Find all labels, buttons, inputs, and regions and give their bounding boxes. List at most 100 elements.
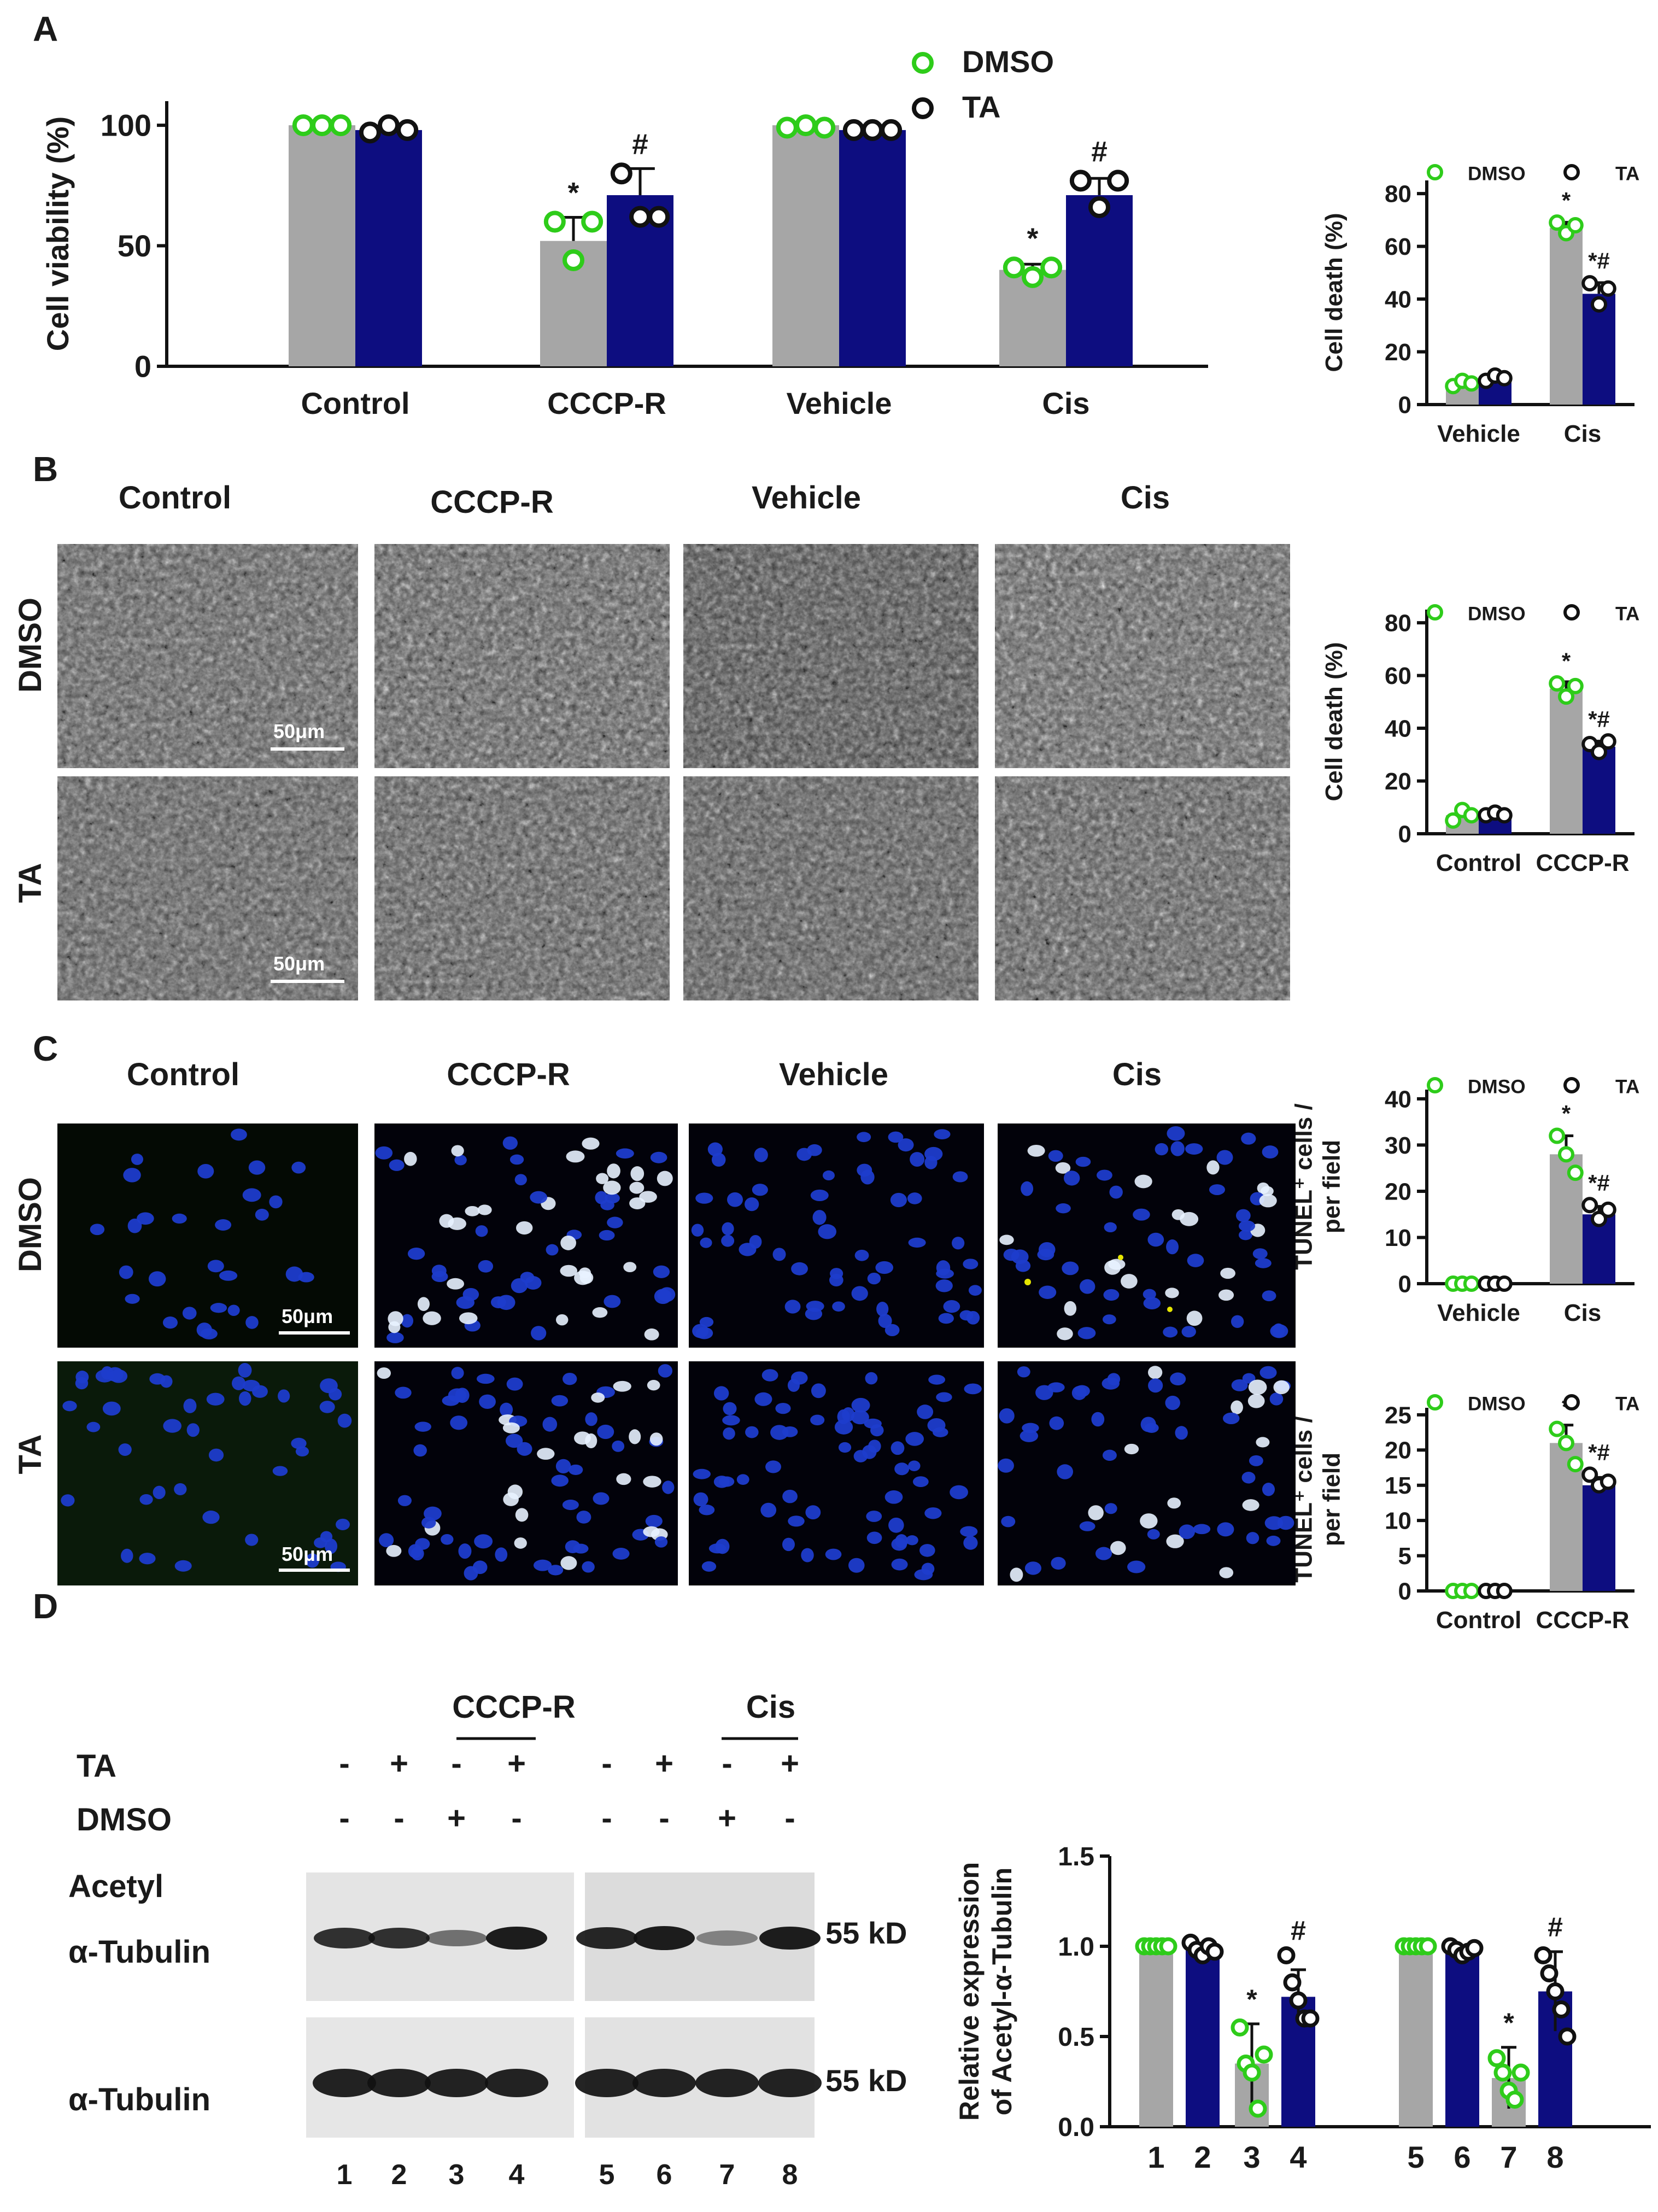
data-point bbox=[776, 116, 798, 139]
wb-band-acetyl bbox=[634, 1926, 695, 1950]
nucleus bbox=[924, 1146, 943, 1161]
nucleus bbox=[448, 1217, 466, 1230]
y-tick-label: 60 bbox=[1385, 663, 1411, 689]
wb-bands bbox=[313, 1926, 822, 2097]
pc-image-ta-cis bbox=[995, 776, 1290, 1000]
x-tick-label: Cis bbox=[1564, 1300, 1601, 1326]
nucleus bbox=[86, 1421, 101, 1432]
nucleus bbox=[1239, 1220, 1256, 1232]
scale-bar-c-bottom-label: 50μm bbox=[282, 1543, 333, 1565]
y-tick-label: 20 bbox=[1385, 339, 1411, 366]
nucleus bbox=[943, 1300, 960, 1313]
nucleus bbox=[123, 1168, 141, 1183]
data-point bbox=[1463, 375, 1480, 392]
b-row-ta: TA bbox=[13, 863, 48, 903]
nucleus bbox=[857, 1132, 871, 1143]
nucleus bbox=[423, 1311, 441, 1325]
x-tick-label: Cis bbox=[1564, 420, 1601, 447]
nucleus bbox=[807, 1144, 822, 1156]
nucleus bbox=[465, 1206, 480, 1216]
nucleus bbox=[723, 1402, 737, 1415]
nucleus bbox=[908, 1237, 926, 1248]
nucleus bbox=[1252, 1248, 1268, 1260]
nucleus bbox=[442, 1395, 460, 1406]
x-tick-label: Control bbox=[1436, 850, 1521, 876]
wb-band-acetyl bbox=[696, 1930, 758, 1946]
data-point bbox=[581, 210, 604, 233]
nucleus bbox=[818, 1224, 836, 1239]
nucleus bbox=[404, 1151, 417, 1166]
nucleus bbox=[464, 1566, 478, 1581]
data-point bbox=[1003, 256, 1025, 279]
wb-group-cccp: CCCP-R bbox=[452, 1689, 576, 1725]
nucleus bbox=[1273, 1380, 1290, 1395]
nucleus bbox=[375, 1146, 393, 1160]
nucleus bbox=[848, 1558, 865, 1573]
legend-ta-marker bbox=[1563, 604, 1580, 621]
data-point bbox=[1558, 1435, 1574, 1452]
wb-size-tubulin: 55 kD bbox=[825, 2063, 907, 2098]
nucleus bbox=[699, 1316, 714, 1327]
nucleus bbox=[401, 1314, 414, 1328]
data-point bbox=[1591, 744, 1607, 760]
nucleus bbox=[153, 1485, 166, 1499]
nucleus bbox=[998, 1458, 1014, 1473]
nucleus bbox=[131, 1154, 144, 1165]
nucleus bbox=[894, 1462, 910, 1476]
wb-sign-ta: - bbox=[339, 1746, 349, 1781]
nucleus bbox=[866, 1511, 882, 1522]
nuclei-layer bbox=[61, 1126, 1294, 1582]
nucleus bbox=[238, 1391, 251, 1406]
y-axis-label: per field bbox=[1318, 1453, 1345, 1546]
significance-mark: # bbox=[1091, 136, 1108, 168]
nucleus bbox=[630, 1166, 645, 1181]
nucleus bbox=[884, 1324, 900, 1337]
nucleus bbox=[650, 1151, 667, 1163]
legend-dmso-label: DMSO bbox=[962, 44, 1054, 79]
nucleus bbox=[693, 1492, 708, 1507]
x-tick-label: Control bbox=[301, 386, 409, 420]
x-tick-label: CCCP-R bbox=[1536, 1607, 1629, 1634]
nucleus bbox=[537, 1448, 555, 1460]
scale-bar-c-bottom: 50μm bbox=[279, 1543, 350, 1572]
nucleus bbox=[1166, 1534, 1184, 1548]
nucleus bbox=[1049, 1416, 1064, 1430]
data-point bbox=[1558, 2027, 1577, 2046]
nucleus bbox=[1262, 1483, 1275, 1496]
x-tick-label: Cis bbox=[1042, 386, 1089, 420]
y-tick-label: 10 bbox=[1385, 1508, 1411, 1535]
data-point bbox=[813, 116, 836, 139]
nucleus bbox=[530, 1191, 548, 1204]
y-tick-label: 20 bbox=[1385, 1437, 1411, 1464]
significance-mark: * bbox=[1562, 1101, 1571, 1126]
nucleus bbox=[61, 1494, 75, 1507]
y-tick-label: 40 bbox=[1385, 286, 1411, 313]
nucleus bbox=[938, 1313, 954, 1324]
legend-ta-marker bbox=[1563, 164, 1580, 180]
nucleus bbox=[910, 1152, 925, 1167]
nucleus bbox=[388, 1321, 401, 1333]
nucleus bbox=[851, 1286, 868, 1301]
nucleus bbox=[196, 1322, 212, 1338]
western-blot: CCCP-R Cis TA DMSO - + - + - + - + - - + - - - + - Acet… bbox=[68, 1689, 907, 2191]
nucleus bbox=[1155, 1143, 1169, 1156]
y-tick-label: 30 bbox=[1385, 1132, 1411, 1159]
nucleus bbox=[1181, 1326, 1196, 1338]
x-tick-label: Vehicle bbox=[1437, 420, 1520, 447]
nucleus bbox=[447, 1278, 465, 1290]
nucleus bbox=[1246, 1532, 1259, 1544]
wb-sign-ta: + bbox=[781, 1746, 799, 1781]
nucleus bbox=[1269, 1392, 1284, 1406]
nucleus bbox=[1039, 1285, 1057, 1299]
nucleus bbox=[515, 1508, 529, 1522]
data-point bbox=[1463, 807, 1480, 824]
data-point bbox=[1022, 266, 1044, 288]
legend-dmso-marker bbox=[1427, 1394, 1443, 1411]
nucleus bbox=[1231, 1400, 1243, 1414]
data-point bbox=[1600, 1201, 1616, 1218]
legend-dmso-marker bbox=[1427, 1077, 1443, 1093]
nucleus bbox=[551, 1474, 569, 1487]
nucleus bbox=[182, 1307, 197, 1320]
tunel-spot bbox=[1167, 1307, 1173, 1312]
